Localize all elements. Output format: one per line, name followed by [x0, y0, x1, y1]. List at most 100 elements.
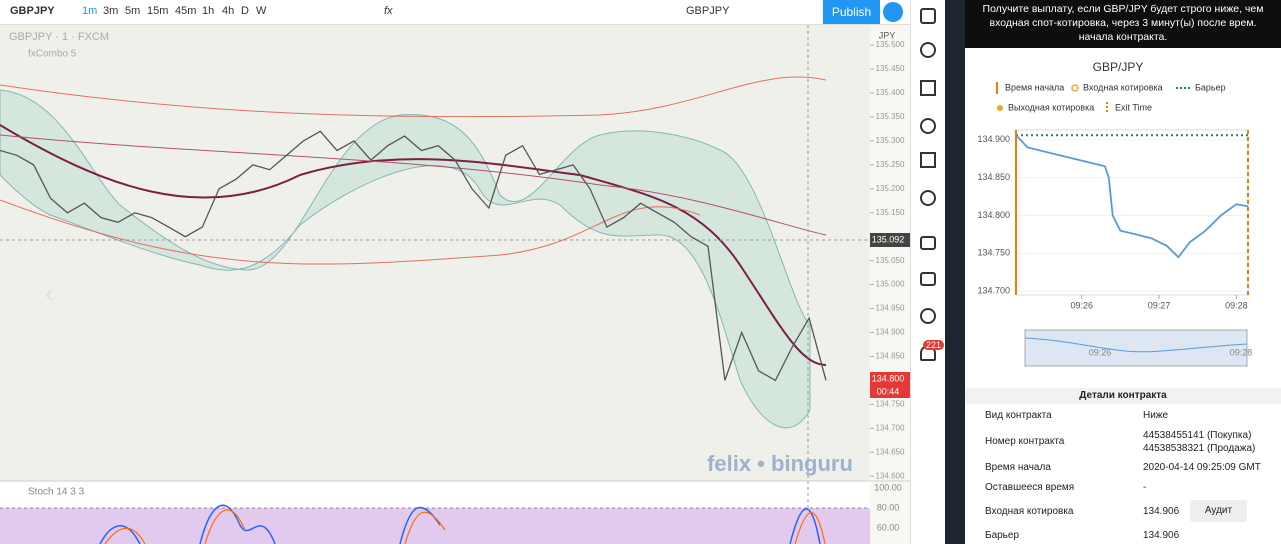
row-value: 44538455141 (Покупка) — [1143, 430, 1252, 441]
y-tick-label: 134.850 — [876, 352, 905, 361]
play-button[interactable] — [883, 2, 903, 22]
y-tick-label: 135.500 — [876, 40, 905, 49]
interval[interactable]: W — [256, 5, 267, 17]
interval[interactable]: 45m — [175, 5, 197, 17]
row-value: 134.906 — [1143, 506, 1180, 517]
y-tick-label: 135.300 — [876, 136, 905, 145]
interval[interactable]: 15m — [147, 5, 169, 17]
icon[interactable] — [920, 8, 936, 24]
fx-button[interactable]: fx — [384, 5, 393, 17]
currency: JPY — [879, 30, 896, 40]
icon[interactable] — [920, 80, 936, 96]
row-value: 2020-04-14 09:25:09 GMT — [1143, 462, 1261, 473]
legend-swatch — [997, 105, 1003, 111]
moving-average-slow — [0, 134, 827, 236]
envelope-lower — [0, 199, 701, 265]
row-value: 134.906 — [1143, 530, 1180, 541]
countdown: 00:44 — [877, 386, 900, 396]
y-tick-label: 135.450 — [876, 64, 905, 73]
icon[interactable] — [920, 236, 936, 250]
legend-entry: Входная котировка — [1083, 82, 1163, 92]
last-price-bg — [870, 372, 910, 398]
x-tick-label: 09:27 — [1148, 300, 1171, 310]
row-label: Время начала — [985, 462, 1051, 473]
row-label: Входная котировка — [985, 506, 1074, 517]
badge: 221 — [923, 340, 945, 350]
navigator[interactable] — [1024, 329, 1248, 367]
stoch-zone — [0, 508, 870, 544]
row-value: 44538538321 (Продажа) — [1143, 443, 1256, 454]
crosshair-label-bg — [870, 233, 910, 247]
plot-area — [1015, 129, 1249, 296]
y-tick-label: 135.000 — [876, 280, 905, 289]
navigator-label: 09:28 — [1230, 347, 1253, 357]
row-label: Оставшееся время — [985, 482, 1075, 493]
side-toolbar: 221 — [910, 0, 946, 544]
stoch-d — [104, 509, 826, 544]
x-tick-label: 09:28 — [1225, 300, 1248, 310]
legend-entry: Exit Time — [1115, 102, 1152, 112]
interval[interactable]: 1m — [82, 5, 98, 17]
last-price: 134.800 — [872, 373, 905, 383]
row-label: Барьер — [985, 530, 1020, 541]
symbol[interactable]: GBPJPY — [10, 5, 55, 17]
details-title: Детали контракта — [965, 388, 1281, 404]
y-tick-label: 134.750 — [876, 399, 905, 408]
legend-entry: Время начала — [1005, 82, 1064, 92]
chart-legend: GBPJPY · 1 · FXCM — [9, 31, 109, 43]
legend-entry: Выходная котировка — [1008, 102, 1094, 112]
y-tick-label: 135.200 — [876, 184, 905, 193]
audit-button[interactable]: Аудит — [1190, 500, 1247, 522]
row-label: Вид контракта — [985, 410, 1052, 421]
icon[interactable] — [920, 272, 936, 286]
main-chart: GBPJPY · 1 · FXCM fxCombo 5 JPY 135.092 … — [0, 25, 910, 544]
toolbar: GBPJPY 1m 3m 5m 15m 45m 1h 4h D W fx GBP… — [0, 0, 910, 25]
publish-button[interactable]: Publish — [823, 0, 880, 24]
y-tick-label: 134.600 — [876, 471, 905, 480]
y-tick-label: 134.650 — [876, 447, 905, 456]
y-tick-label: 135.050 — [876, 256, 905, 265]
notice: Получите выплату, если GBP/JPY будет стр… — [965, 0, 1281, 48]
nav-arrow[interactable]: ‹ — [45, 280, 53, 307]
y-tick-label: 135.400 — [876, 88, 905, 97]
y-tick-label: 134.950 — [876, 304, 905, 313]
watermark: felix • binguru — [707, 451, 853, 476]
moving-average — [0, 124, 827, 366]
price-line — [0, 130, 827, 382]
y-tick-label: 135.150 — [876, 208, 905, 217]
y-tick-label: 134.900 — [876, 328, 905, 337]
interval[interactable]: 4h — [222, 5, 235, 17]
legend-entry: Барьер — [1195, 82, 1226, 92]
y-tick-label: 135.250 — [876, 160, 905, 169]
stoch-axis-label: 60.00 — [877, 522, 900, 532]
price-axis-bg — [870, 25, 910, 544]
crosshair-price: 135.092 — [872, 234, 905, 244]
row-label: Номер контракта — [985, 436, 1065, 447]
divider — [945, 0, 965, 544]
y-tick-label: 134.800 — [977, 210, 1010, 220]
icon[interactable] — [920, 308, 936, 324]
compare-symbol[interactable]: GBPJPY — [686, 5, 730, 17]
stoch-axis-label: 100.00 — [874, 482, 902, 492]
icon[interactable] — [920, 42, 936, 58]
interval[interactable]: D — [241, 5, 249, 17]
navigator-label: 09:26 — [1089, 347, 1112, 357]
mini-title: GBP/JPY — [1093, 60, 1144, 74]
y-tick-label: 134.900 — [977, 134, 1010, 144]
icon[interactable] — [920, 118, 936, 134]
row-value: - — [1143, 482, 1147, 493]
bollinger-band — [0, 89, 811, 429]
price-line — [1015, 134, 1249, 259]
y-tick-label: 134.700 — [876, 423, 905, 432]
interval[interactable]: 3m — [103, 5, 119, 17]
interval[interactable]: 1h — [202, 5, 215, 17]
y-tick-label: 134.750 — [977, 248, 1010, 258]
stoch-title: Stoch 14 3 3 — [28, 487, 85, 498]
y-tick-label: 135.350 — [876, 112, 905, 121]
y-tick-label: 134.700 — [977, 286, 1010, 296]
interval[interactable]: 5m — [125, 5, 141, 17]
icon[interactable] — [920, 190, 936, 206]
indicator-label: fxCombo 5 — [28, 49, 77, 60]
icon[interactable] — [920, 152, 936, 168]
